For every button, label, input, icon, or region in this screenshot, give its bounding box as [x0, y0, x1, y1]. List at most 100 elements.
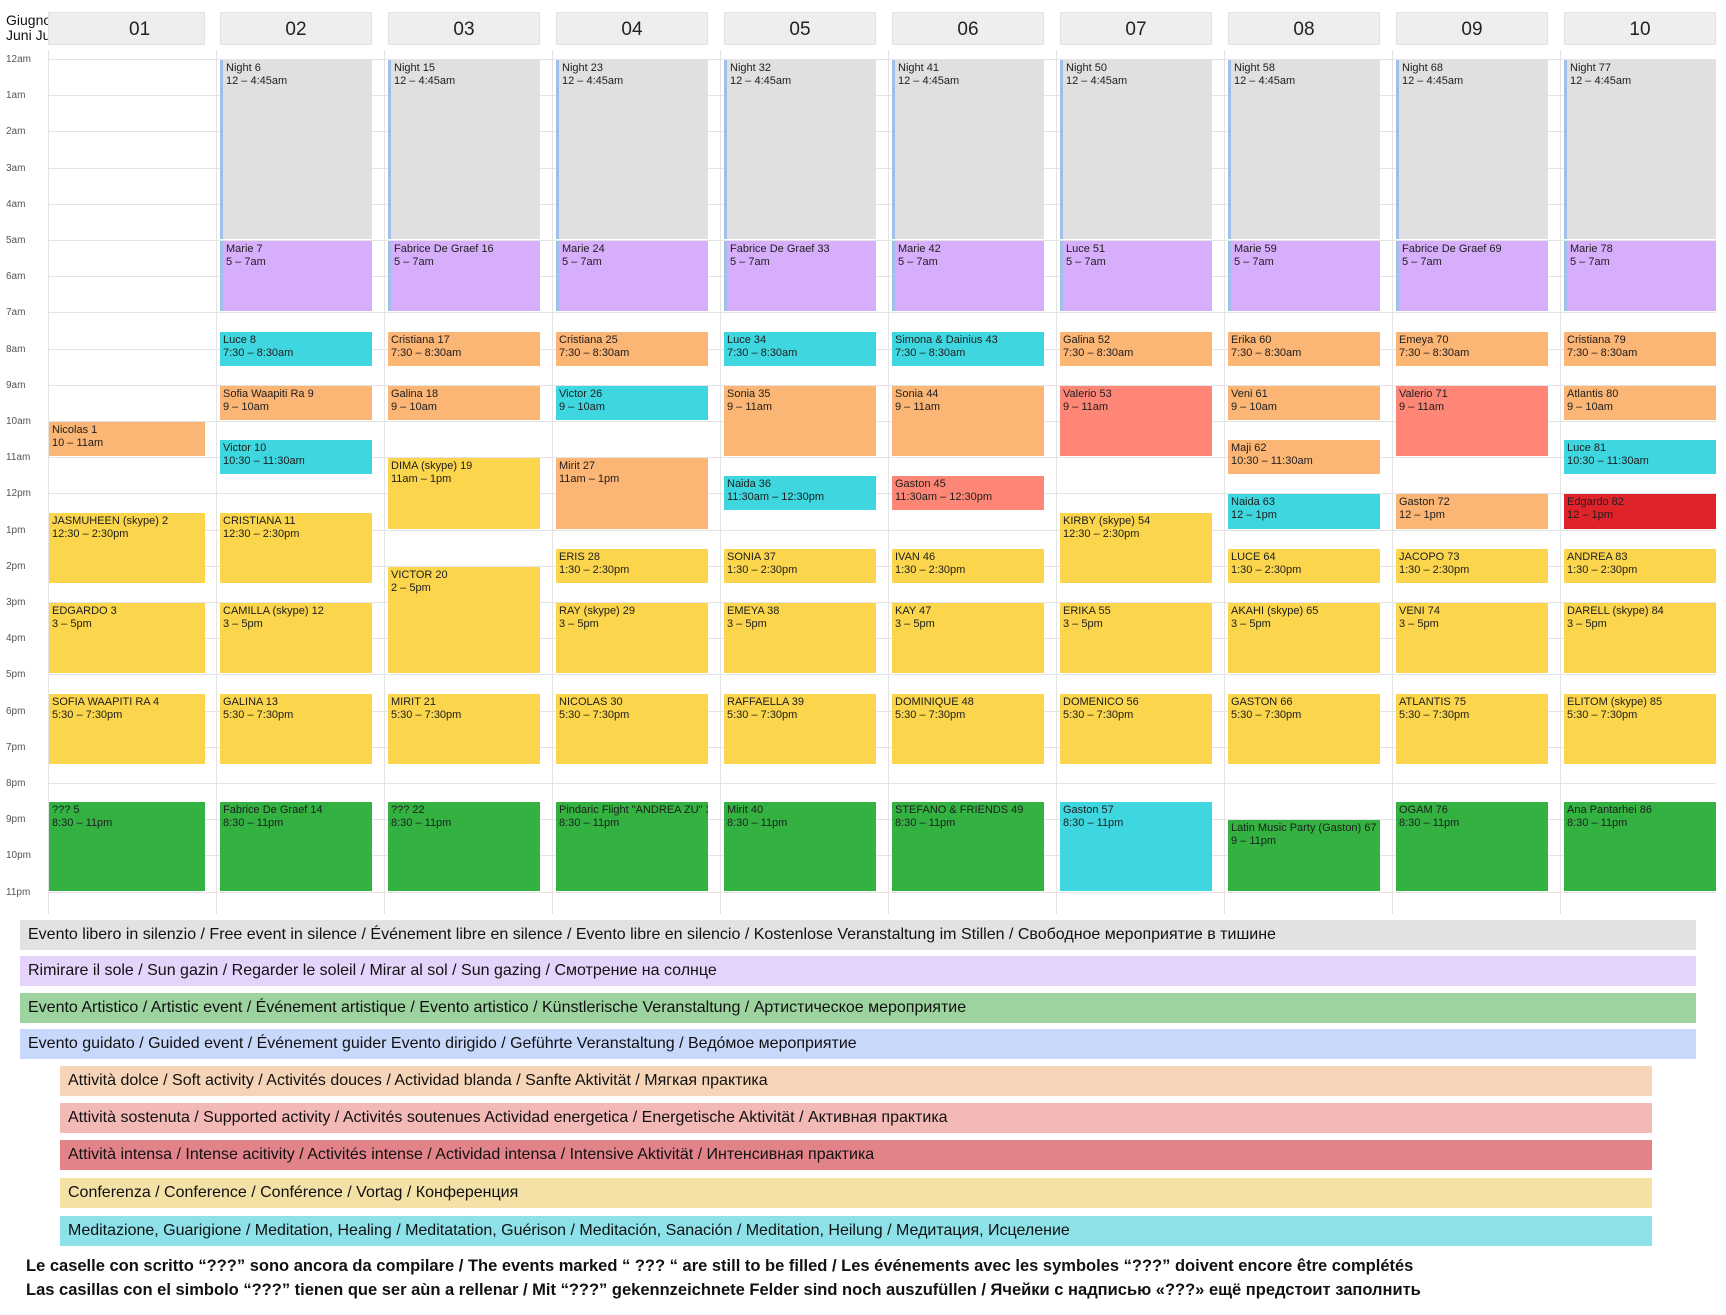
calendar-event[interactable]: LUCE 64 1:30 – 2:30pm [1228, 548, 1380, 583]
calendar-event[interactable]: ELITOM (skype) 85 5:30 – 7:30pm [1564, 693, 1716, 764]
calendar-event[interactable]: SOFIA WAAPITI RA 4 5:30 – 7:30pm [49, 693, 205, 764]
event-time: 5:30 – 7:30pm [1063, 708, 1134, 721]
event-title: Night 23 [562, 62, 603, 74]
calendar-event[interactable]: GALINA 13 5:30 – 7:30pm [220, 693, 372, 764]
calendar-event[interactable]: AKAHI (skype) 65 3 – 5pm [1228, 603, 1380, 674]
calendar-event[interactable]: Luce 8 7:30 – 8:30am [220, 331, 372, 366]
calendar-event[interactable]: Nicolas 1 10 – 11am [49, 422, 205, 457]
calendar-event[interactable]: IVAN 46 1:30 – 2:30pm [892, 548, 1044, 583]
calendar-event[interactable]: Night 15 12 – 4:45am [388, 60, 540, 239]
calendar-event[interactable]: Marie 78 5 – 7am [1564, 241, 1716, 312]
calendar-event[interactable]: VICTOR 20 2 – 5pm [388, 566, 540, 674]
calendar-event[interactable]: RAY (skype) 29 3 – 5pm [556, 603, 708, 674]
calendar-event[interactable]: JASMUHEEN (skype) 2 12:30 – 2:30pm [49, 512, 205, 583]
event-title: Night 6 [226, 62, 261, 74]
calendar-event[interactable]: Night 68 12 – 4:45am [1396, 60, 1548, 239]
calendar-event[interactable]: Sonia 35 9 – 11am [724, 385, 876, 457]
calendar-event[interactable]: RAFFAELLA 39 5:30 – 7:30pm [724, 693, 876, 764]
day-header-05[interactable]: 05 [724, 12, 876, 45]
calendar-event[interactable]: KAY 47 3 – 5pm [892, 603, 1044, 674]
calendar-event[interactable]: Naida 63 12 – 1pm [1228, 494, 1380, 529]
calendar-event[interactable]: Marie 24 5 – 7am [556, 241, 708, 312]
calendar-event[interactable]: DARELL (skype) 84 3 – 5pm [1564, 603, 1716, 674]
calendar-event[interactable]: KIRBY (skype) 54 12:30 – 2:30pm [1060, 512, 1212, 583]
event-time: 3 – 5pm [1231, 618, 1271, 630]
calendar-event[interactable]: Ana Pantarhei 86 8:30 – 11pm [1564, 802, 1716, 891]
day-header-02[interactable]: 02 [220, 12, 372, 45]
calendar-event[interactable]: ATLANTIS 75 5:30 – 7:30pm [1396, 693, 1548, 764]
day-header-09[interactable]: 09 [1396, 12, 1548, 45]
calendar-event[interactable]: ERIKA 55 3 – 5pm [1060, 603, 1212, 674]
calendar-event[interactable]: Galina 18 9 – 10am [388, 385, 540, 420]
day-header-03[interactable]: 03 [388, 12, 540, 45]
calendar-event[interactable]: VENI 74 3 – 5pm [1396, 603, 1548, 674]
calendar-event[interactable]: STEFANO & FRIENDS 49 8:30 – 11pm [892, 802, 1044, 891]
calendar-event[interactable]: Mirit 40 8:30 – 11pm [724, 802, 876, 891]
calendar-event[interactable]: CRISTIANA 11 12:30 – 2:30pm [220, 512, 372, 583]
calendar-event[interactable]: SONIA 37 1:30 – 2:30pm [724, 548, 876, 583]
calendar-event[interactable]: Night 58 12 – 4:45am [1228, 60, 1380, 239]
day-header-07[interactable]: 07 [1060, 12, 1212, 45]
calendar-event[interactable]: Night 23 12 – 4:45am [556, 60, 708, 239]
calendar-event[interactable]: Victor 10 10:30 – 11:30am [220, 440, 372, 475]
day-header-10[interactable]: 10 [1564, 12, 1716, 45]
calendar-event[interactable]: Edgardo 82 12 – 1pm [1564, 494, 1716, 529]
calendar-event[interactable]: Luce 81 10:30 – 11:30am [1564, 440, 1716, 475]
calendar-event[interactable]: Night 41 12 – 4:45am [892, 60, 1044, 239]
calendar-event[interactable]: ERIS 28 1:30 – 2:30pm [556, 548, 708, 583]
calendar-event[interactable]: NICOLAS 30 5:30 – 7:30pm [556, 693, 708, 764]
day-header-06[interactable]: 06 [892, 12, 1044, 45]
calendar-event[interactable]: Emeya 70 7:30 – 8:30am [1396, 331, 1548, 366]
day-header-01[interactable]: 01 [48, 12, 205, 45]
calendar-event[interactable]: Maji 62 10:30 – 11:30am [1228, 440, 1380, 475]
calendar-event[interactable]: Veni 61 9 – 10am [1228, 385, 1380, 420]
calendar-event[interactable]: Night 6 12 – 4:45am [220, 60, 372, 239]
calendar-event[interactable]: ??? 22 8:30 – 11pm [388, 802, 540, 891]
calendar-event[interactable]: Erika 60 7:30 – 8:30am [1228, 331, 1380, 366]
day-header-04[interactable]: 04 [556, 12, 708, 45]
calendar-event[interactable]: DOMENICO 56 5:30 – 7:30pm [1060, 693, 1212, 764]
calendar-event[interactable]: DIMA (skype) 19 11am – 1pm [388, 458, 540, 529]
calendar-event[interactable]: Night 50 12 – 4:45am [1060, 60, 1212, 239]
calendar-event[interactable]: Sonia 44 9 – 11am [892, 385, 1044, 457]
calendar-event[interactable]: ANDREA 83 1:30 – 2:30pm [1564, 548, 1716, 583]
calendar-event[interactable]: Cristiana 79 7:30 – 8:30am [1564, 331, 1716, 366]
calendar-event[interactable]: CAMILLA (skype) 12 3 – 5pm [220, 603, 372, 674]
calendar-event[interactable]: Cristiana 25 7:30 – 8:30am [556, 331, 708, 366]
calendar-event[interactable]: Night 32 12 – 4:45am [724, 60, 876, 239]
calendar-event[interactable]: ??? 5 8:30 – 11pm [49, 802, 205, 891]
calendar-event[interactable]: Simona & Dainius 43 7:30 – 8:30am [892, 331, 1044, 366]
calendar-event[interactable]: Cristiana 17 7:30 – 8:30am [388, 331, 540, 366]
calendar-event[interactable]: Latin Music Party (Gaston) 67 9 – 11pm [1228, 820, 1380, 891]
calendar-event[interactable]: Valerio 71 9 – 11am [1396, 385, 1548, 457]
calendar-event[interactable]: DOMINIQUE 48 5:30 – 7:30pm [892, 693, 1044, 764]
calendar-event[interactable]: Pindaric Flight "ANDREA ZU" 31 8:30 – 11p… [556, 802, 708, 891]
calendar-event[interactable]: Fabrice De Graef 33 5 – 7am [724, 241, 876, 312]
calendar-event[interactable]: Marie 59 5 – 7am [1228, 241, 1380, 312]
calendar-event[interactable]: Atlantis 80 9 – 10am [1564, 385, 1716, 420]
calendar-event[interactable]: Naida 36 11:30am – 12:30pm [724, 476, 876, 511]
calendar-event[interactable]: OGAM 76 8:30 – 11pm [1396, 802, 1548, 891]
calendar-event[interactable]: Luce 51 5 – 7am [1060, 241, 1212, 312]
calendar-event[interactable]: JACOPO 73 1:30 – 2:30pm [1396, 548, 1548, 583]
calendar-event[interactable]: Mirit 27 11am – 1pm [556, 458, 708, 529]
calendar-event[interactable]: Gaston 45 11:30am – 12:30pm [892, 476, 1044, 511]
calendar-event[interactable]: Gaston 72 12 – 1pm [1396, 494, 1548, 529]
calendar-event[interactable]: Fabrice De Graef 14 8:30 – 11pm [220, 802, 372, 891]
calendar-event[interactable]: Fabrice De Graef 16 5 – 7am [388, 241, 540, 312]
calendar-event[interactable]: Valerio 53 9 – 11am [1060, 385, 1212, 457]
calendar-event[interactable]: Gaston 57 8:30 – 11pm [1060, 802, 1212, 891]
calendar-event[interactable]: Marie 42 5 – 7am [892, 241, 1044, 312]
day-header-08[interactable]: 08 [1228, 12, 1380, 45]
calendar-event[interactable]: Night 77 12 – 4:45am [1564, 60, 1716, 239]
calendar-event[interactable]: MIRIT 21 5:30 – 7:30pm [388, 693, 540, 764]
calendar-event[interactable]: Fabrice De Graef 69 5 – 7am [1396, 241, 1548, 312]
calendar-event[interactable]: Galina 52 7:30 – 8:30am [1060, 331, 1212, 366]
calendar-event[interactable]: EMEYA 38 3 – 5pm [724, 603, 876, 674]
calendar-event[interactable]: Luce 34 7:30 – 8:30am [724, 331, 876, 366]
calendar-event[interactable]: Victor 26 9 – 10am [556, 385, 708, 420]
calendar-event[interactable]: GASTON 66 5:30 – 7:30pm [1228, 693, 1380, 764]
